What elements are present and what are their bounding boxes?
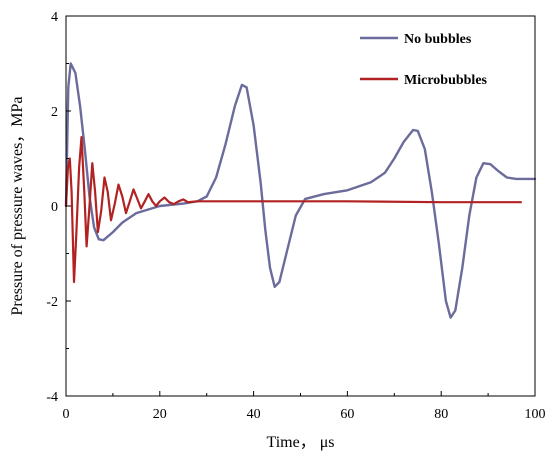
x-tick-label: 60: [340, 407, 354, 422]
y-tick-label: 4: [51, 10, 58, 25]
x-axis-title: Time， μs: [266, 434, 334, 451]
series-line-no-bubbles: [64, 62, 537, 319]
legend: No bubbles Microbubbles: [360, 32, 488, 88]
y-tick-label: 0: [51, 200, 58, 215]
x-tick-label: 40: [247, 407, 261, 422]
y-axis-title: Pressure of pressure waves，MPa: [9, 96, 26, 315]
x-axis: 0 20 40 60 80 100: [63, 391, 546, 422]
series-layer: [64, 62, 537, 319]
legend-label-microbubbles: Microbubbles: [404, 73, 488, 88]
y-tick-label: -2: [46, 295, 58, 310]
x-tick-label: 0: [63, 407, 70, 422]
y-tick-label: -4: [46, 390, 58, 405]
x-tick-label: 80: [434, 407, 448, 422]
plot-area: -4 -2 0 2 4 0 20 40 60 80 100: [46, 10, 545, 422]
x-tick-label: 100: [525, 407, 546, 422]
legend-label-no-bubbles: No bubbles: [404, 32, 472, 47]
series-line-microbubbles: [64, 136, 523, 284]
y-tick-label: 2: [51, 105, 58, 120]
x-tick-label: 20: [153, 407, 167, 422]
y-axis: -4 -2 0 2 4: [46, 10, 71, 405]
